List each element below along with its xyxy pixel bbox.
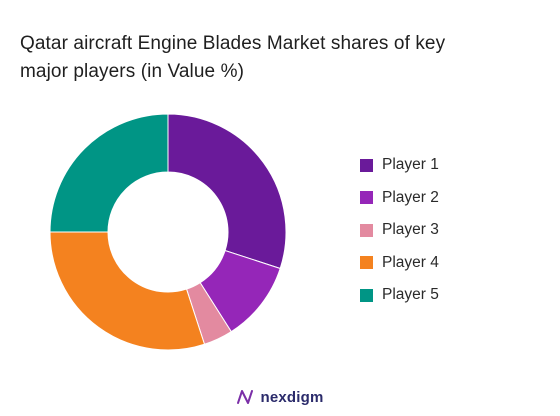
legend-swatch xyxy=(360,288,373,302)
legend-swatch xyxy=(360,223,373,237)
donut-slice-player-5 xyxy=(49,113,169,233)
chart-legend: Player 1 Player 2 Player 3 Player 4 Play… xyxy=(360,154,439,317)
legend-swatch xyxy=(360,158,373,172)
donut-slice-player-4 xyxy=(49,231,206,351)
chart-title-line-2: major players (in Value %) xyxy=(20,61,244,82)
legend-label: Player 4 xyxy=(382,253,439,271)
donut-slice-player-1 xyxy=(167,113,287,270)
legend-item-player-3: Player 3 xyxy=(360,219,439,241)
legend-item-player-5: Player 5 xyxy=(360,284,439,306)
chart-title-line-1: Qatar aircraft Engine Blades Market shar… xyxy=(20,33,446,54)
nexdigm-logo-icon xyxy=(237,390,254,404)
footer-brand: nexdigm xyxy=(0,388,560,406)
legend-swatch xyxy=(360,256,373,269)
brand-name: nexdigm xyxy=(260,388,324,406)
legend-item-player-1: Player 1 xyxy=(360,154,439,176)
legend-label: Player 3 xyxy=(382,221,439,238)
legend-label: Player 2 xyxy=(382,188,439,206)
chart-title: Qatar aircraft Engine Blades Market shar… xyxy=(20,30,540,86)
legend-label: Player 1 xyxy=(382,156,439,173)
legend-item-player-4: Player 4 xyxy=(360,252,439,274)
legend-swatch xyxy=(360,191,373,204)
legend-item-player-2: Player 2 xyxy=(360,187,439,209)
legend-label: Player 5 xyxy=(382,286,439,303)
